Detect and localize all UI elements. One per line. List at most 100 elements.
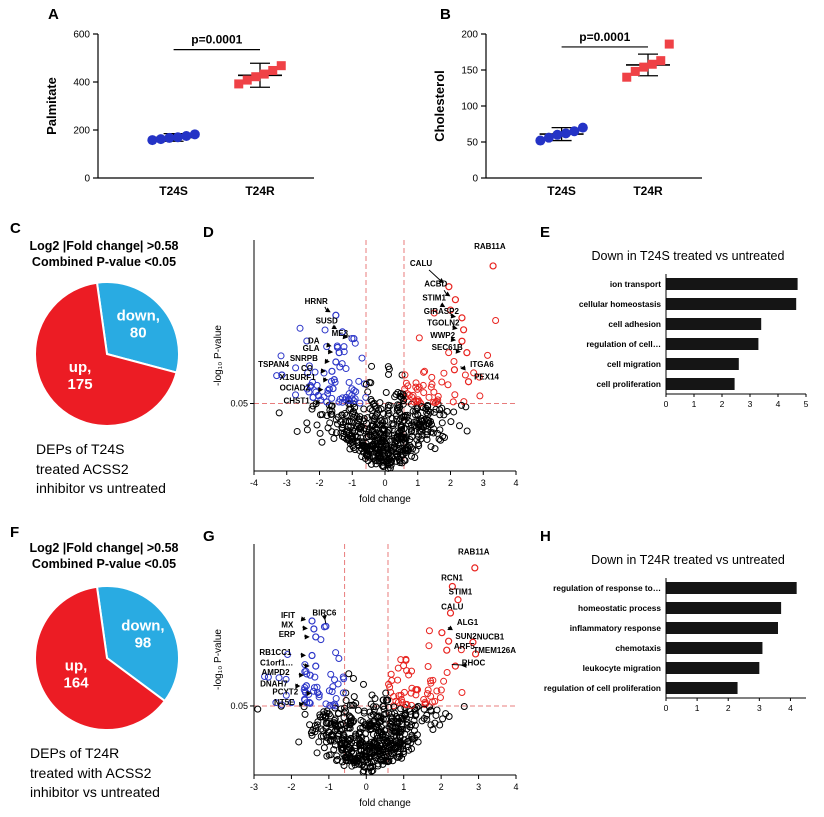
svg-text:down,: down, [121,618,164,635]
svg-text:DA: DA [308,336,320,345]
svg-text:0: 0 [364,782,369,792]
svg-text:chemotaxis: chemotaxis [615,643,661,653]
svg-text:80: 80 [130,324,147,341]
header-line: Log2 |Fold change| >0.58 [29,239,179,253]
svg-text:PEX14: PEX14 [474,373,499,382]
svg-text:TMEM126A: TMEM126A [473,646,516,655]
svg-text:X1SURF1: X1SURF1 [280,373,317,382]
panel-letter-f: F [10,524,20,541]
svg-text:3: 3 [481,478,486,488]
svg-text:4: 4 [776,399,781,409]
svg-text:Down in T24R treated vs untrea: Down in T24R treated vs untreated [591,553,785,567]
svg-text:homeostatic process: homeostatic process [578,603,661,613]
go-bar-chart-t24s: Down in T24S treated vs untreated ion tra… [579,249,809,409]
svg-text:-3: -3 [283,478,291,488]
svg-text:4: 4 [513,478,518,488]
svg-text:175: 175 [68,376,93,393]
svg-text:DNAH7: DNAH7 [260,679,288,688]
svg-text:Down in T24S treated vs untrea: Down in T24S treated vs untreated [592,249,785,263]
svg-text:regulation of cell proliferati: regulation of cell proliferation [544,683,661,693]
svg-text:1: 1 [415,478,420,488]
svg-text:ACBD: ACBD [424,280,447,289]
panel-letter-g: G [203,528,215,545]
svg-text:-1: -1 [325,782,333,792]
caption-line: DEPs of T24S [36,441,125,457]
pie-caption-t24r: DEPs of T24R treated with ACSS2 inhibito… [30,744,160,803]
svg-text:1: 1 [692,399,697,409]
header-line: Combined P-value <0.05 [31,255,177,270]
svg-text:T24R: T24R [245,184,275,198]
svg-text:OCIADZ: OCIADZ [280,384,311,393]
panel-letter-h: H [540,528,551,545]
svg-text:-log₁₀ P-value: -log₁₀ P-value [213,325,224,386]
pie-header-t24r: Log2 |Fold change| >0.58 Combined P-valu… [2,540,206,573]
svg-text:leukocyte migration: leukocyte migration [583,663,661,673]
svg-text:p=0.0001: p=0.0001 [579,30,630,44]
svg-text:GIRASP2: GIRASP2 [424,307,460,316]
svg-text:2: 2 [726,703,731,713]
svg-text:p=0.0001: p=0.0001 [191,33,242,47]
deps-pie-t24r: down,98 up,164 [34,585,180,731]
svg-text:-log₁₀ P-value: -log₁₀ P-value [213,629,224,690]
svg-text:CHST1: CHST1 [283,397,310,406]
svg-text:-3: -3 [250,782,258,792]
header-line: Combined P-value <0.05 [31,557,177,572]
svg-text:ERP: ERP [279,630,296,639]
svg-text:3: 3 [476,782,481,792]
svg-text:RAB11A: RAB11A [474,242,506,251]
svg-text:-4: -4 [250,478,258,488]
svg-text:0.05: 0.05 [230,399,248,409]
pie-header-t24s: Log2 |Fold change| >0.58 Combined P-valu… [2,238,206,271]
svg-text:-1: -1 [348,478,356,488]
svg-text:BIRC6: BIRC6 [312,609,337,618]
svg-text:fold change: fold change [359,798,411,809]
svg-text:RB1CC1: RB1CC1 [259,648,292,657]
svg-text:T24S: T24S [159,184,188,198]
svg-text:SNRPB: SNRPB [290,354,318,363]
svg-text:50: 50 [467,138,479,149]
svg-text:ARF5: ARF5 [454,642,475,651]
deps-pie-t24s: down,80 up,175 [34,281,180,427]
svg-text:GLA: GLA [303,344,320,353]
pie-caption-t24s: DEPs of T24S treated ACSS2 inhibitor vs … [36,440,166,499]
cholesterol-dot-plot: 0 50 100 150 200 Cholesterol T24S T24R p=0.0001 [432,30,702,198]
svg-text:cell adhesion: cell adhesion [608,319,661,329]
svg-text:1: 1 [695,703,700,713]
svg-text:CALU: CALU [410,259,432,268]
svg-text:4: 4 [788,703,793,713]
svg-text:1: 1 [401,782,406,792]
svg-text:IFIT: IFIT [281,611,295,620]
svg-text:WWP2: WWP2 [430,331,455,340]
svg-text:2: 2 [448,478,453,488]
header-line: Log2 |Fold change| >0.58 [29,541,179,555]
svg-text:regulation of response to…: regulation of response to… [553,583,661,593]
svg-text:STIM1: STIM1 [422,294,446,303]
svg-text:HRNR: HRNR [305,297,328,306]
svg-text:164: 164 [64,674,90,691]
svg-text:cellular homeostasis: cellular homeostasis [579,299,661,309]
svg-text:T24S: T24S [547,184,576,198]
svg-text:0: 0 [664,399,669,409]
svg-text:3: 3 [757,703,762,713]
svg-text:100: 100 [461,102,478,113]
svg-text:inflammatory response: inflammatory response [570,623,662,633]
svg-text:0: 0 [84,174,90,185]
panel-letter-c: C [10,220,21,237]
svg-text:regulation of cell…: regulation of cell… [586,339,661,349]
svg-text:TGOLN2: TGOLN2 [427,319,460,328]
svg-text:STIM1: STIM1 [449,587,473,596]
svg-text:up,: up, [69,359,92,376]
svg-text:ME3: ME3 [332,329,349,338]
svg-text:NUCB1: NUCB1 [477,633,505,642]
svg-text:ion transport: ion transport [610,279,661,289]
caption-line: treated ACSS2 [36,460,129,477]
svg-text:T24R: T24R [633,184,663,198]
svg-text:RAB11A: RAB11A [458,548,490,557]
svg-text:SUSD: SUSD [316,317,338,326]
svg-text:fold change: fold change [359,494,411,505]
svg-text:down,: down, [117,307,160,324]
panel-letter-a: A [48,6,59,23]
svg-text:MX: MX [281,620,294,629]
svg-text:-2: -2 [315,478,323,488]
